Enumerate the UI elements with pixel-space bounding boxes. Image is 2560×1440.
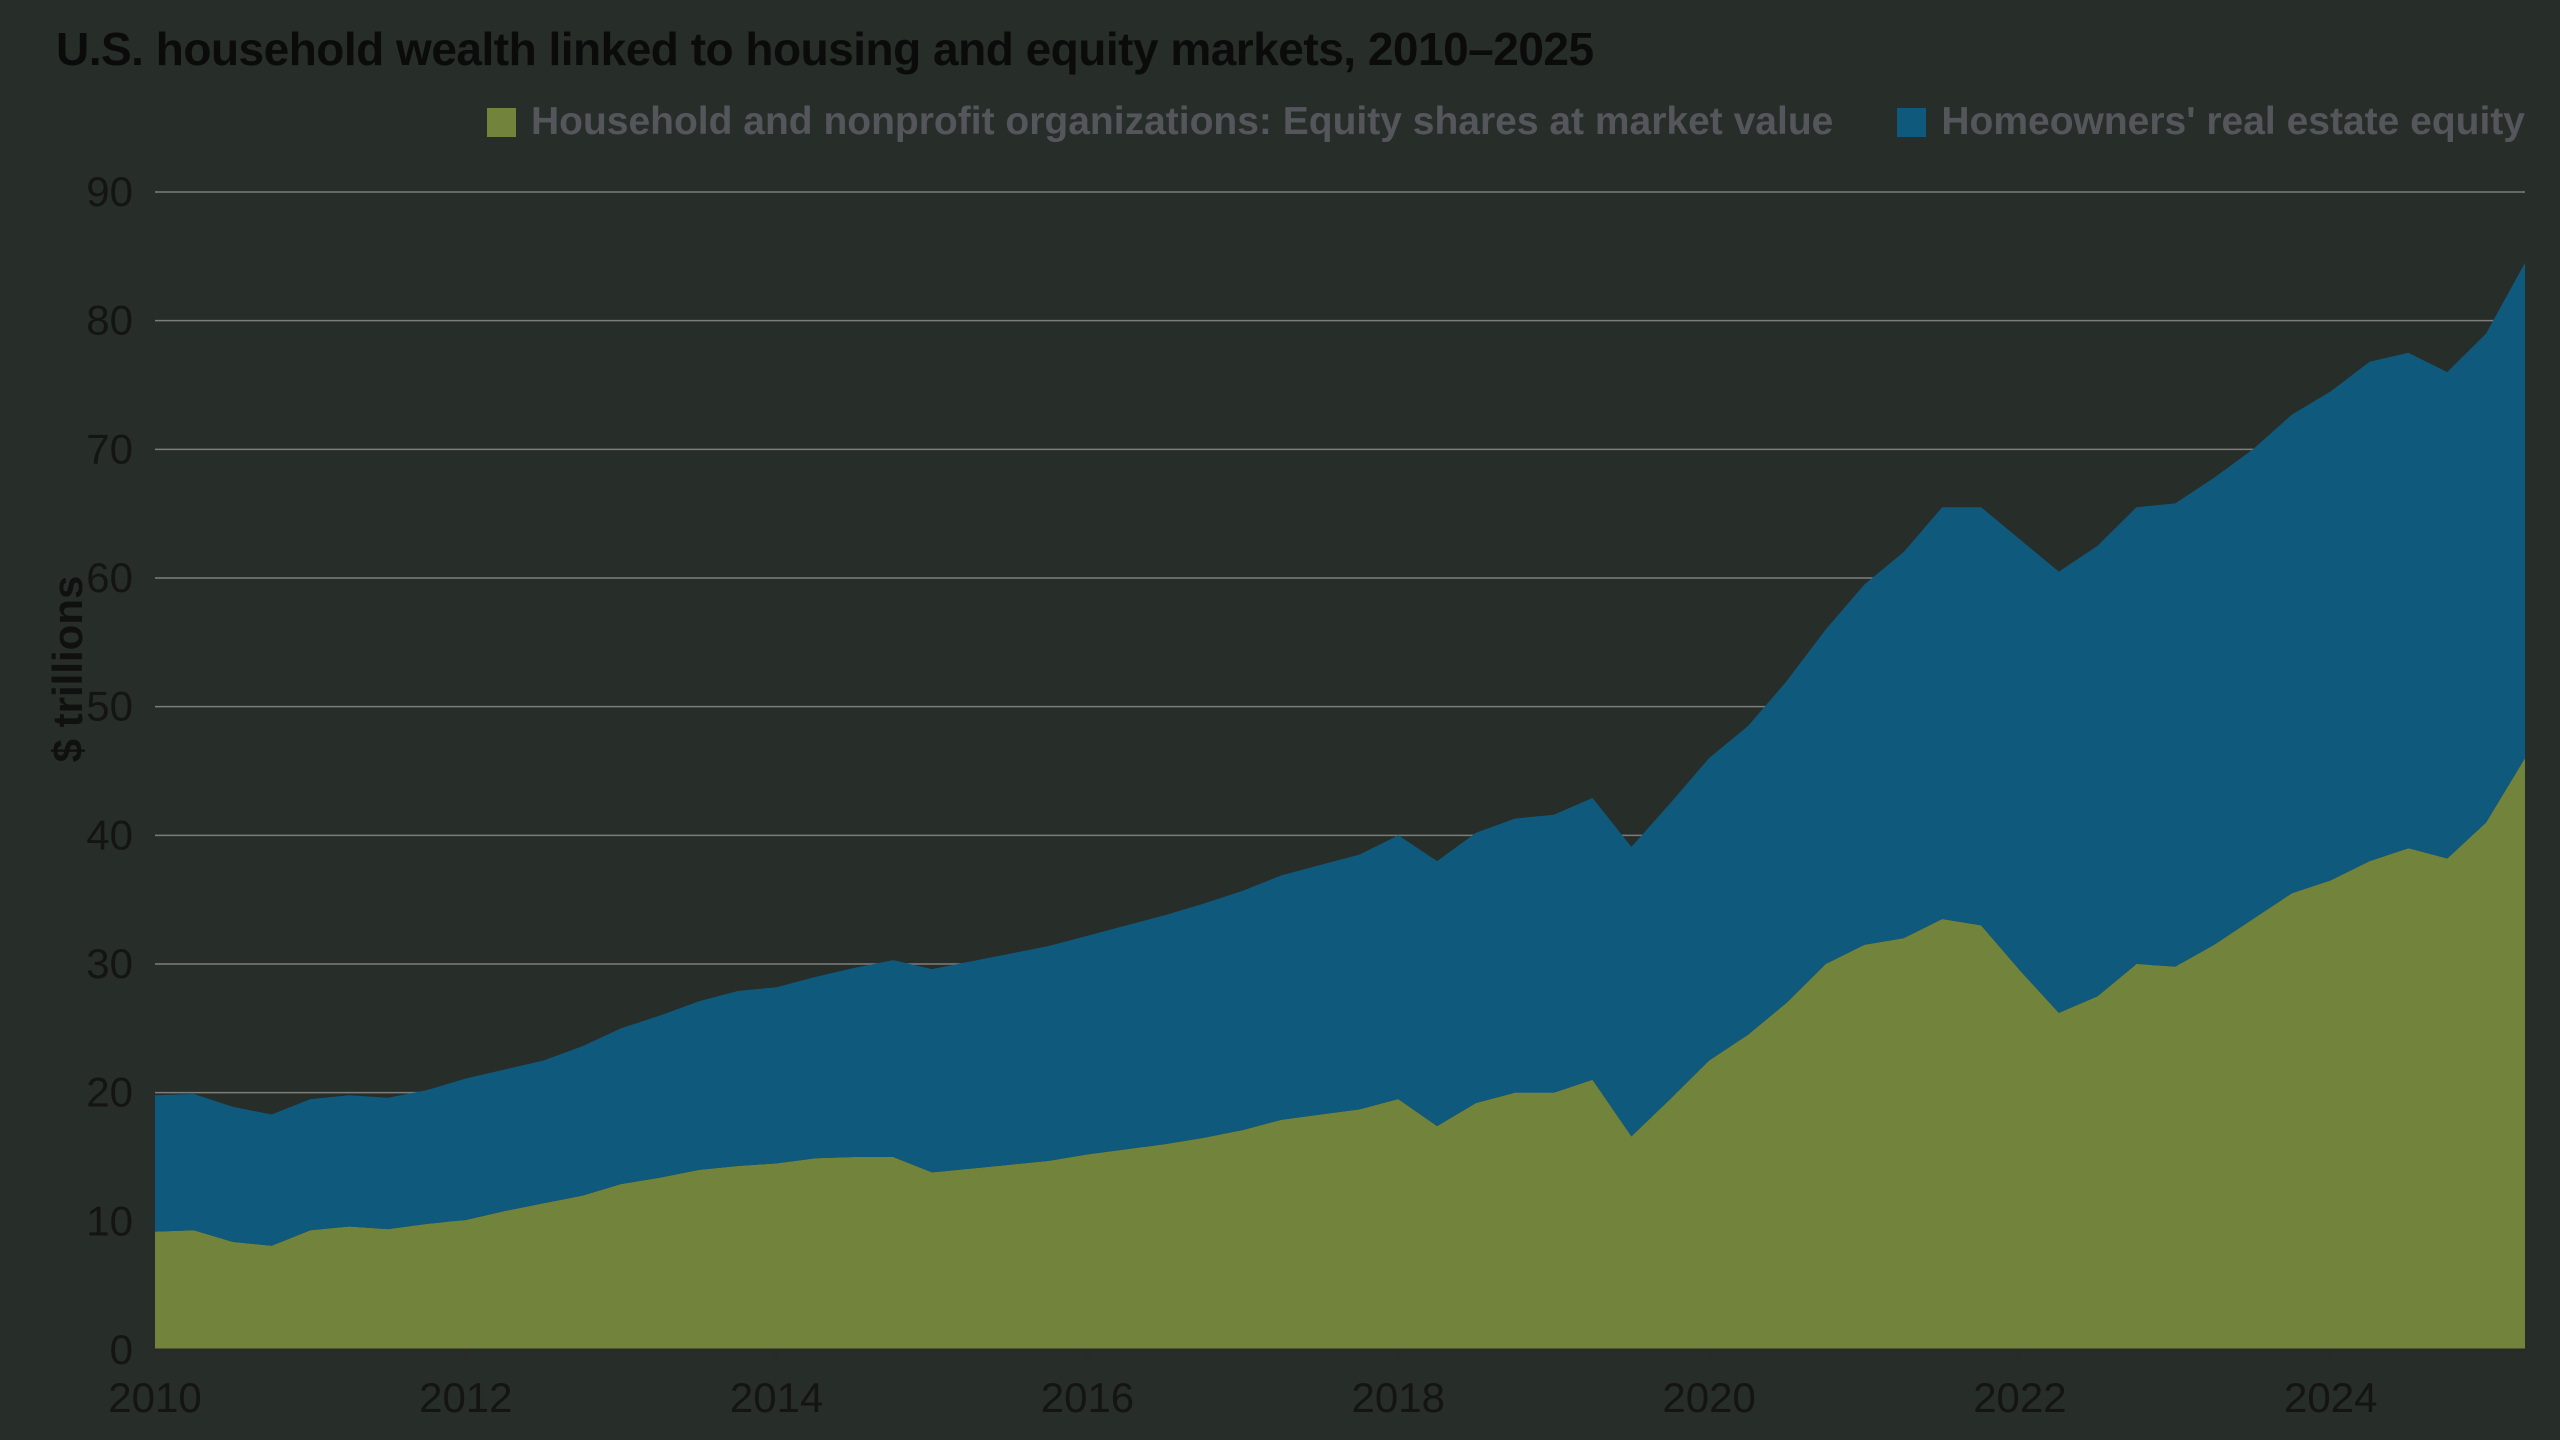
legend-label: Household and nonprofit organizations: E… — [530, 100, 1834, 143]
x-tick-label-2014: 2014 — [730, 1374, 823, 1421]
y-tick-label-40: 40 — [86, 811, 133, 858]
y-tick-label-90: 90 — [86, 168, 133, 215]
legend-item-equity-shares: Household and nonprofit organizations: E… — [486, 100, 1834, 144]
x-tick-label-2024: 2024 — [2284, 1374, 2377, 1421]
legend-item-real-estate-equity: Homeowners' real estate equity — [1897, 100, 2525, 144]
y-tick-label-30: 30 — [86, 940, 133, 987]
area-equity-shares — [155, 758, 2525, 1350]
x-tick-label-2010: 2010 — [108, 1374, 201, 1421]
chart-title: U.S. household wealth linked to housing … — [56, 23, 1594, 75]
x-tick-label-2020: 2020 — [1662, 1374, 1755, 1421]
x-tick-label-2022: 2022 — [1973, 1374, 2066, 1421]
y-tick-label-20: 20 — [86, 1069, 133, 1116]
chart-legend: Household and nonprofit organizations: E… — [486, 100, 2525, 144]
y-tick-label-0: 0 — [110, 1326, 133, 1373]
x-tick-label-2012: 2012 — [419, 1374, 512, 1421]
legend-label: Homeowners' real estate equity — [1941, 100, 2525, 143]
legend-swatch-icon — [486, 107, 516, 137]
y-tick-label-10: 10 — [86, 1197, 133, 1244]
y-tick-label-50: 50 — [86, 683, 133, 730]
x-tick-label-2018: 2018 — [1352, 1374, 1445, 1421]
y-tick-label-60: 60 — [86, 554, 133, 601]
legend-swatch-icon — [1897, 107, 1927, 137]
x-tick-label-2016: 2016 — [1041, 1374, 1134, 1421]
area-real-estate-equity — [155, 262, 2525, 1246]
y-tick-label-70: 70 — [86, 425, 133, 472]
y-tick-label-80: 80 — [86, 297, 133, 344]
y-axis-label: $ trillions — [44, 575, 91, 763]
